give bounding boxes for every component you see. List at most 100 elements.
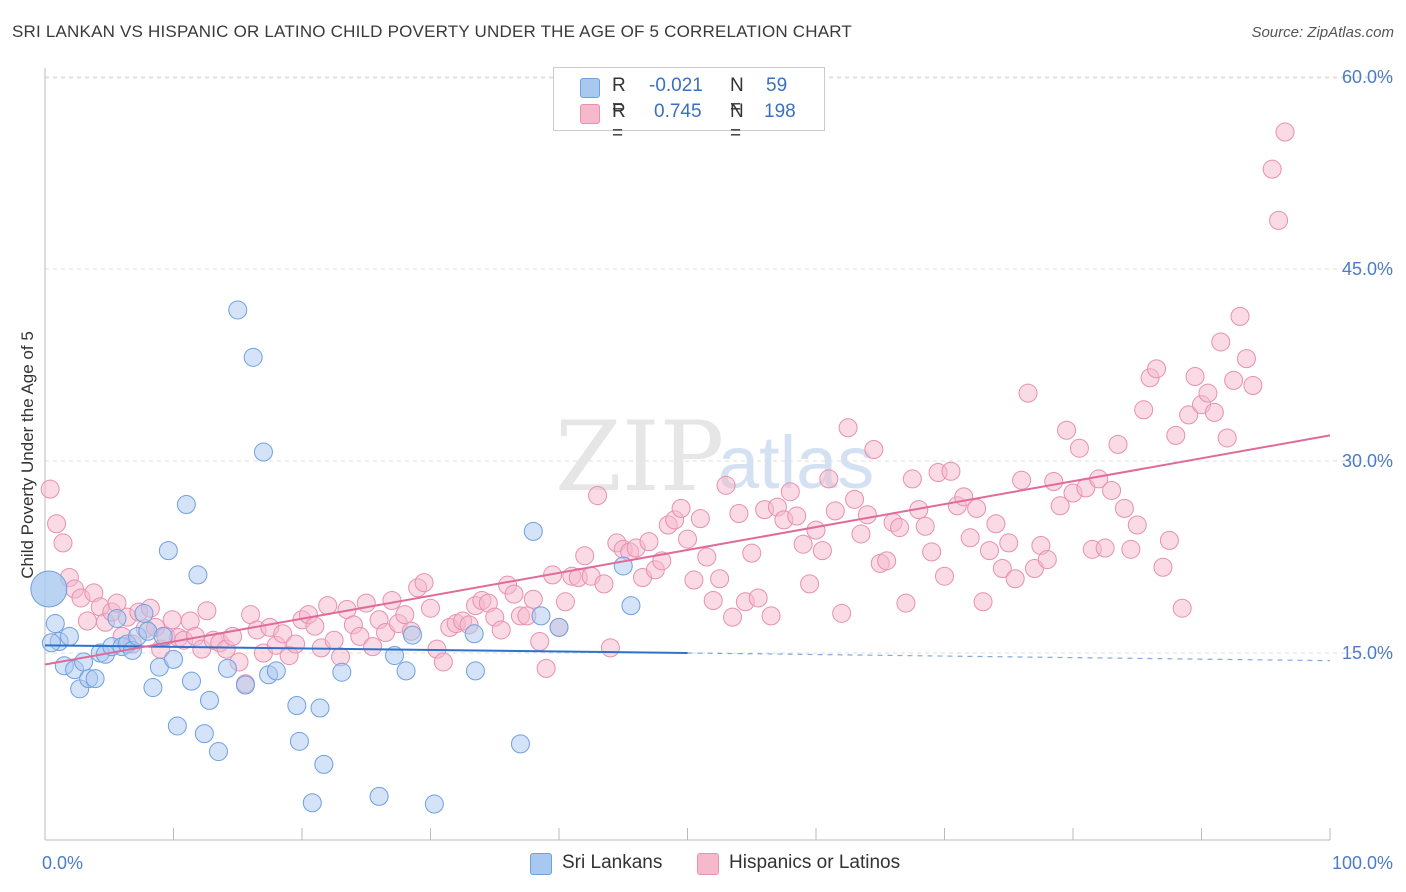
hispanic-point xyxy=(1127,515,1147,535)
hispanic-point xyxy=(793,534,813,554)
hispanic-point xyxy=(986,514,1006,534)
hispanic-point xyxy=(594,574,614,594)
srilankan-point xyxy=(194,724,214,744)
hispanic-point xyxy=(575,546,595,566)
legend-swatch-hispanics xyxy=(697,853,719,875)
gridlines xyxy=(45,76,1392,654)
hispanic-point xyxy=(845,489,865,509)
srilankan-point xyxy=(208,742,228,762)
hispanic-point xyxy=(197,601,217,621)
hispanic-point xyxy=(825,501,845,521)
hispanic-point xyxy=(286,634,306,654)
srilankan-point xyxy=(549,617,569,637)
hispanic-point xyxy=(832,603,852,623)
hispanic-point xyxy=(1018,383,1038,403)
axes xyxy=(44,68,1331,841)
hispanic-point xyxy=(77,611,97,631)
hispanic-point xyxy=(890,518,910,538)
hispanic-point xyxy=(363,637,383,657)
srilankan-point xyxy=(181,671,201,691)
hispanic-point xyxy=(324,630,344,650)
hispanic-point xyxy=(915,516,935,536)
legend-r-value: -0.021 xyxy=(649,75,703,96)
srilankan-point xyxy=(188,565,208,585)
srilankan-point xyxy=(289,731,309,751)
hispanic-point xyxy=(421,598,440,618)
srilankan-point xyxy=(464,624,484,644)
hispanic-point xyxy=(1044,471,1064,491)
hispanic-point xyxy=(851,524,871,544)
srilankan-point xyxy=(287,695,307,715)
srilankan-point xyxy=(369,786,389,806)
hispanic-point xyxy=(671,498,691,518)
srilankan-point xyxy=(253,442,273,462)
srilankan-point xyxy=(30,570,68,608)
srilankan-point xyxy=(235,675,255,695)
hispanic-point xyxy=(1172,598,1192,618)
srilankan-point xyxy=(465,661,485,681)
hispanic-point xyxy=(690,509,710,529)
srilankan-point xyxy=(45,614,65,634)
hispanic-point xyxy=(350,626,370,646)
hispanic-point xyxy=(935,566,954,586)
srilankan-trend-line xyxy=(44,644,688,654)
hispanic-point xyxy=(1185,367,1205,387)
srilankan-point xyxy=(143,678,163,698)
hispanic-point xyxy=(697,547,717,567)
hispanic-point xyxy=(1153,557,1173,577)
chart-source: Source: ZipAtlas.com xyxy=(1251,24,1394,41)
hispanic-point xyxy=(1217,428,1237,448)
srilankan-point xyxy=(314,754,334,774)
hispanic-point xyxy=(748,588,768,608)
hispanic-point xyxy=(1114,498,1134,518)
hispanic-point xyxy=(395,605,415,625)
hispanic-point xyxy=(40,479,60,499)
hispanic-point xyxy=(1121,539,1141,559)
hispanic-trend-line xyxy=(44,434,1331,666)
srilankan-point xyxy=(107,608,127,628)
legend-r-value: 0.745 xyxy=(654,101,702,122)
hispanic-point xyxy=(1095,538,1115,558)
x-tick-label: 100.0% xyxy=(1332,853,1393,873)
hispanic-point xyxy=(1012,470,1032,490)
hispanic-point xyxy=(973,592,993,612)
hispanic-point xyxy=(838,418,858,438)
srilankan-point xyxy=(228,300,248,320)
hispanic-point xyxy=(1102,480,1122,500)
stats-legend: R = -0.021 N = 59 R = 0.745 N = 198 xyxy=(553,67,825,144)
srilankan-point xyxy=(403,625,423,645)
hispanic-point xyxy=(1159,530,1179,550)
hispanic-point xyxy=(780,482,800,502)
hispanic-point xyxy=(588,486,608,506)
hispanic-point xyxy=(800,574,820,594)
srilankan-point xyxy=(85,669,105,689)
y-tick-label: 30.0% xyxy=(1342,451,1393,471)
hispanic-point xyxy=(536,658,556,678)
hispanic-point xyxy=(47,514,67,534)
legend-n-label: N = xyxy=(730,75,744,118)
hispanic-point xyxy=(922,542,942,562)
hispanic-point xyxy=(716,475,736,495)
y-tick-label: 45.0% xyxy=(1342,259,1393,279)
legend-n-value: 198 xyxy=(764,101,796,122)
srilankan-point xyxy=(621,596,641,616)
srilankan-point xyxy=(153,626,173,646)
hispanic-point xyxy=(356,593,376,613)
trend-lines xyxy=(44,434,1331,666)
hispanic-point xyxy=(1236,349,1256,369)
hispanic-point xyxy=(864,439,884,459)
hispanic-point xyxy=(1179,405,1199,425)
srilankan-point xyxy=(164,649,183,669)
hispanic-point xyxy=(1166,425,1186,445)
legend-swatch-hispanics xyxy=(580,104,600,124)
hispanic-point xyxy=(999,533,1019,553)
hispanic-point xyxy=(1069,438,1089,458)
hispanic-point xyxy=(433,652,453,672)
hispanic-point xyxy=(787,506,807,526)
hispanic-point xyxy=(1005,569,1025,589)
srilankan-point xyxy=(523,521,543,541)
srilankan-point xyxy=(385,646,405,666)
hispanic-point xyxy=(896,593,916,613)
hispanic-point xyxy=(979,541,999,561)
hispanic-point xyxy=(1275,122,1295,142)
